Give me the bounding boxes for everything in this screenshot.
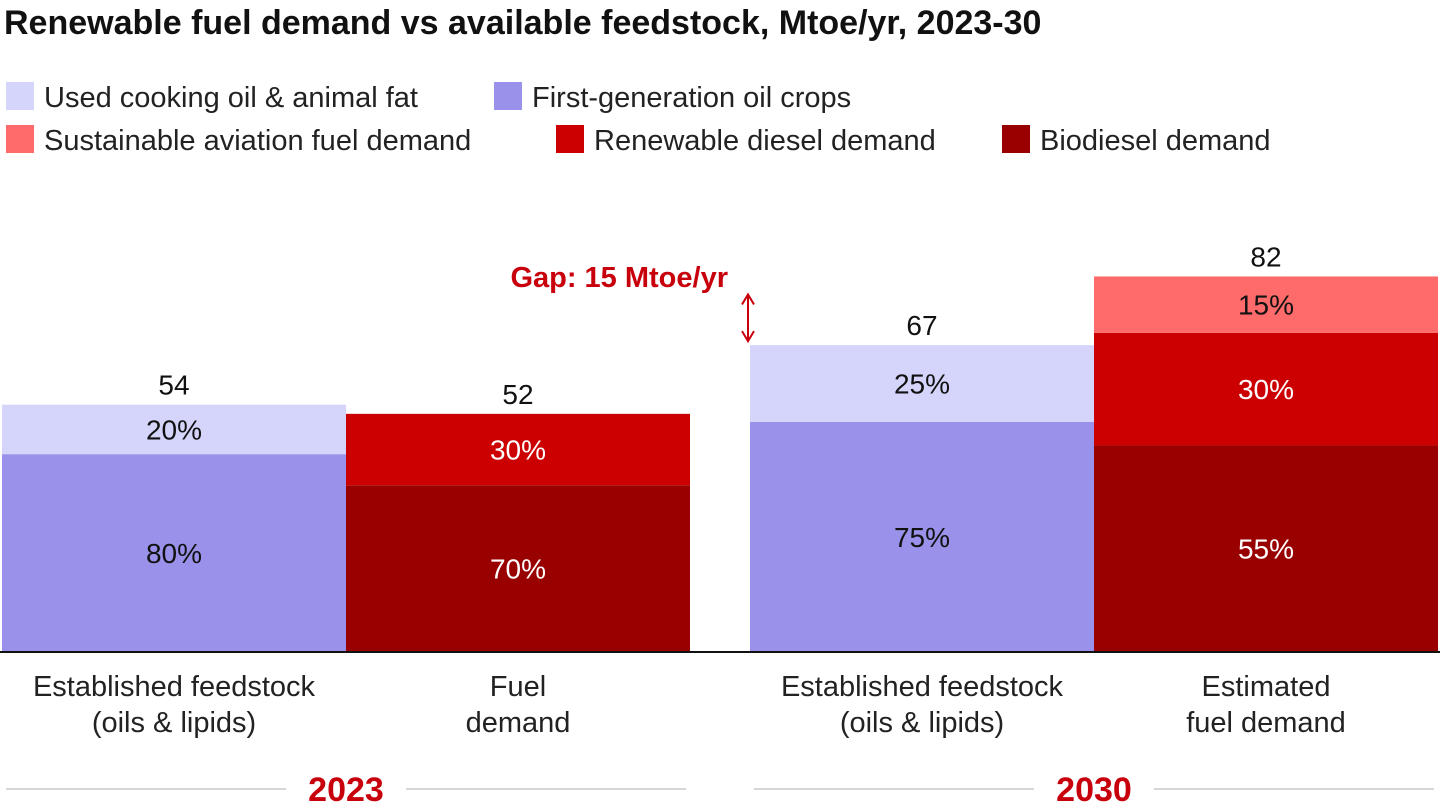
category-label-2030-1-1: fuel demand: [1186, 707, 1346, 739]
legend-swatch-biodiesel-demand: [1002, 125, 1030, 153]
legend: Used cooking oil & animal fat First-gener…: [6, 82, 1271, 157]
bar-segment-2030-used-cooking-oil-animal-fat: [750, 345, 1094, 422]
bar-2030-estimated-fuel-demand: 55% 30% 15% 82: [1094, 241, 1438, 652]
segment-label-2030-used-cooking-oil-animal-fat: 25%: [894, 368, 950, 399]
bar-segment-2030-first-generation-oil-crops: [750, 421, 1094, 652]
total-label-2030-0: 67: [906, 310, 937, 341]
category-label-2023-1-1: demand: [466, 707, 571, 739]
legend-label-first-generation-oil-crops: First-generation oil crops: [532, 82, 851, 114]
legend-swatch-sustainable-aviation-fuel-demand: [6, 125, 34, 153]
legend-swatch-first-generation-oil-crops: [494, 82, 522, 110]
year-label-2030: 2030: [1056, 771, 1132, 809]
legend-swatch-renewable-diesel-demand: [556, 125, 584, 153]
bars: 80% 20% 54 70% 30% 52 75% 25% 67 55% 30% 15% 82: [2, 241, 1438, 652]
legend-label-renewable-diesel-demand: Renewable diesel demand: [594, 125, 936, 157]
legend-label-used-cooking-oil-animal-fat: Used cooking oil & animal fat: [44, 82, 418, 114]
segment-label-2030-biodiesel-demand: 55%: [1238, 534, 1294, 565]
bar-segment-2030-biodiesel-demand: [1094, 445, 1438, 652]
chart-title: Renewable fuel demand vs available feeds…: [4, 4, 1041, 42]
category-label-2023-0-1: (oils & lipids): [92, 707, 256, 739]
total-label-2023-1: 52: [502, 379, 533, 410]
segment-label-2023-used-cooking-oil-animal-fat: 20%: [146, 414, 202, 445]
bar-2030-established-feedstock-oils-lipids: 75% 25% 67: [750, 310, 1094, 652]
bar-segment-2023-used-cooking-oil-animal-fat: [2, 404, 346, 455]
category-label-2023-0-0: Established feedstock: [33, 671, 316, 703]
segment-label-2023-first-generation-oil-crops: 80%: [146, 538, 202, 569]
legend-swatch-used-cooking-oil-animal-fat: [6, 82, 34, 110]
segment-label-2030-renewable-diesel-demand: 30%: [1238, 374, 1294, 405]
gap-annotation: Gap: 15 Mtoe/yr: [510, 262, 755, 344]
gap-label: Gap: 15 Mtoe/yr: [510, 262, 728, 294]
total-label-2030-1: 82: [1250, 241, 1281, 272]
bar-segment-2023-renewable-diesel-demand: [346, 413, 690, 486]
category-label-2030-0-1: (oils & lipids): [840, 707, 1004, 739]
bar-2023-established-feedstock-oils-lipids: 80% 20% 54: [2, 370, 346, 652]
category-label-2023-1-0: Fuel: [490, 671, 546, 703]
legend-label-sustainable-aviation-fuel-demand: Sustainable aviation fuel demand: [44, 125, 471, 157]
gap-arrow-head-top: [741, 292, 755, 305]
x-axis-labels: Established feedstock (oils & lipids) Fuel…: [6, 671, 1434, 809]
segment-label-2023-biodiesel-demand: 70%: [490, 554, 546, 585]
bar-segment-2023-biodiesel-demand: [346, 485, 690, 652]
segment-label-2023-renewable-diesel-demand: 30%: [490, 435, 546, 466]
gap-arrow-head-bottom: [741, 330, 755, 344]
bar-segment-2030-renewable-diesel-demand: [1094, 332, 1438, 446]
bar-2023-fuel-demand: 70% 30% 52: [346, 379, 690, 652]
year-label-2023: 2023: [308, 771, 384, 809]
category-label-2030-0-0: Established feedstock: [781, 671, 1064, 703]
category-label-2030-1-0: Estimated: [1202, 671, 1331, 703]
bar-segment-2023-first-generation-oil-crops: [2, 454, 346, 652]
total-label-2023-0: 54: [158, 370, 189, 401]
segment-label-2030-sustainable-aviation-fuel-demand: 15%: [1238, 290, 1294, 321]
segment-label-2030-first-generation-oil-crops: 75%: [894, 522, 950, 553]
bar-segment-2030-sustainable-aviation-fuel-demand: [1094, 276, 1438, 333]
legend-label-biodiesel-demand: Biodiesel demand: [1040, 125, 1271, 157]
